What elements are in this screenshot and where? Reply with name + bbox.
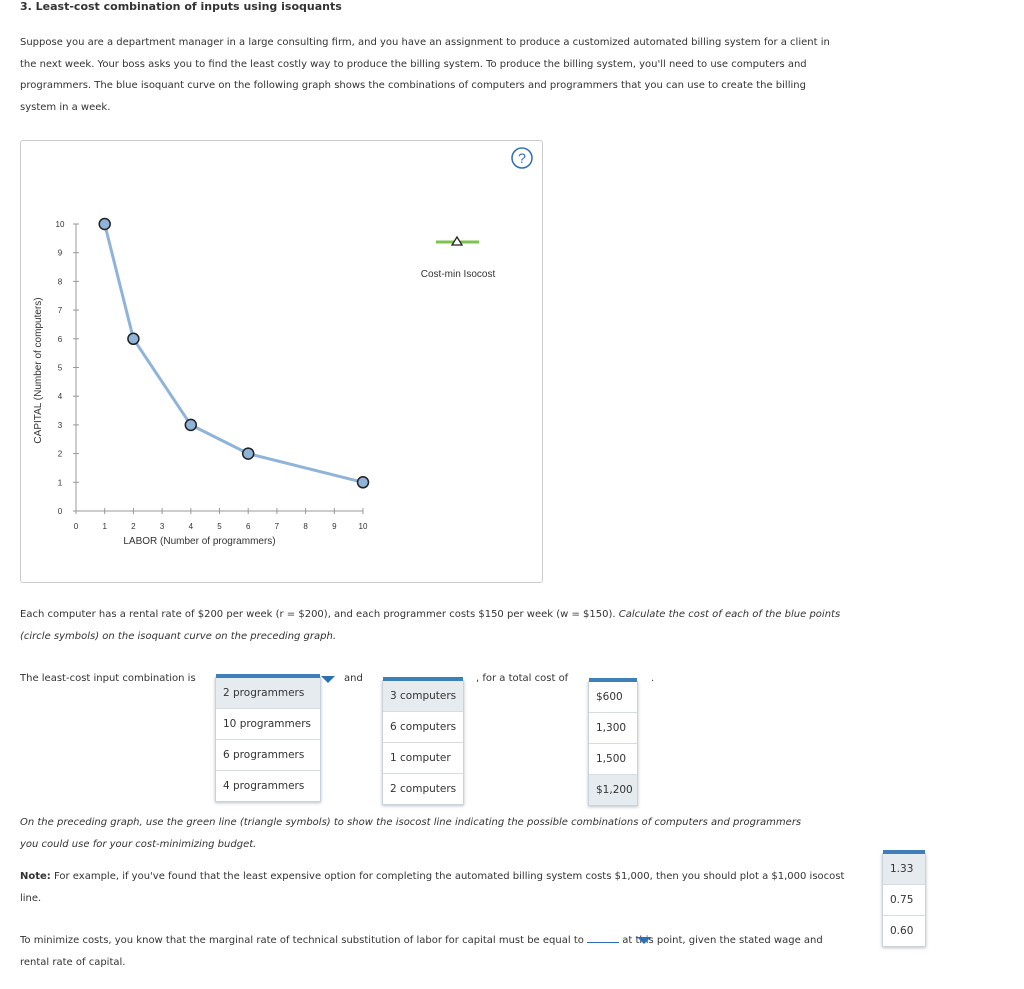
- option[interactable]: 2 computers: [390, 783, 457, 795]
- option[interactable]: 1.33: [883, 854, 925, 885]
- y-tick-label: 8: [58, 277, 63, 286]
- isoquant-point: [184, 418, 198, 432]
- isoquant-point: [127, 332, 140, 346]
- cost-dropdown[interactable]: $600 1,300 1,500 $1,200: [588, 678, 638, 806]
- x-tick-label: 8: [303, 522, 308, 531]
- costs-italic: Calculate the cost of each of the blue p…: [20, 609, 841, 642]
- q2-text: To minimize costs, you know that the mar…: [20, 930, 850, 973]
- heading: 3. Least-cost combination of inputs usin…: [20, 0, 342, 13]
- note: Note: For example, if you've found that …: [20, 866, 850, 909]
- note-label: Note:: [20, 871, 51, 882]
- labor-dropdown[interactable]: 2 programmers 10 programmers 6 programme…: [215, 674, 321, 802]
- q1-suffix: .: [651, 673, 655, 684]
- option[interactable]: 1,500: [589, 744, 637, 775]
- option[interactable]: 1,300: [589, 713, 637, 744]
- option[interactable]: 0.75: [883, 885, 925, 916]
- y-tick-label: 6: [58, 335, 63, 344]
- help-button[interactable]: [511, 147, 533, 169]
- mrts-dropdown[interactable]: 1.33 0.75 0.60: [882, 850, 926, 947]
- x-tick-label: 2: [131, 522, 136, 531]
- q2-prefix: To minimize costs, you know that the mar…: [20, 935, 584, 946]
- y-tick-label: 1: [58, 478, 63, 487]
- y-tick-label: 2: [58, 450, 63, 459]
- chart: ? 0 1 2 3 4 5 6 7 8 9 10 0 1 2 3 4 5 6 7 8 9 10 LABOR (Number …: [33, 147, 533, 547]
- x-tick-label: 4: [189, 522, 194, 531]
- y-tick-label: 4: [58, 392, 63, 401]
- dropdown-arrow[interactable]: [321, 676, 335, 683]
- x-tick-label: 0: [74, 522, 79, 531]
- y-tick-label: 3: [58, 421, 63, 430]
- option[interactable]: 6 computers: [383, 712, 463, 743]
- q2-blank[interactable]: [587, 932, 620, 943]
- x-tick-label: 7: [275, 522, 280, 531]
- y-tick-label: 0: [58, 507, 63, 516]
- intro: Suppose you are a department manager in …: [20, 37, 830, 113]
- option[interactable]: 10 programmers: [216, 709, 320, 740]
- option[interactable]: 2 programmers: [216, 678, 320, 709]
- x-tick-label: 3: [160, 522, 165, 531]
- tool-triangle: [450, 235, 464, 246]
- y-tick-label: 9: [58, 249, 63, 258]
- isoquant-point: [241, 447, 255, 460]
- x-tick-label: 5: [217, 522, 222, 531]
- graph-panel: ? 0 1 2 3 4 5 6 7 8 9 10 0 1 2 3 4 5 6 7 8 9 10 LABOR (Number …: [20, 140, 543, 583]
- q1-joiner: and: [344, 673, 363, 684]
- x-tick-label: 6: [246, 522, 251, 531]
- tool-label: Cost-min Isocost: [421, 269, 496, 280]
- q1-prefix: The least-cost input combination is: [20, 673, 196, 684]
- instruction: On the preceding graph, use the green li…: [20, 817, 802, 850]
- isoquant-point: [356, 476, 370, 489]
- isoquant-point: [98, 217, 111, 231]
- option[interactable]: $1,200: [589, 775, 637, 805]
- help-icon[interactable]: ?: [518, 150, 526, 166]
- q2-suffix: at this point, given the stated wage and…: [20, 935, 823, 968]
- x-tick-label: 9: [332, 522, 337, 531]
- costs-text: Each computer has a rental rate of $200 …: [20, 604, 845, 647]
- option[interactable]: 3 computers: [383, 681, 463, 712]
- y-tick-label: 10: [56, 220, 65, 229]
- y-axis-title: CAPITAL (Number of computers): [33, 297, 44, 443]
- capital-dropdown[interactable]: 3 computers 6 computers 1 computer 2 com…: [382, 677, 464, 805]
- costs-plain: Each computer has a rental rate of $200 …: [20, 609, 616, 620]
- note-text: For example, if you've found that the le…: [20, 871, 845, 904]
- option[interactable]: 1 computer: [383, 743, 463, 774]
- y-tick-label: 5: [58, 364, 63, 373]
- option[interactable]: $600: [589, 682, 637, 713]
- x-tick-label: 10: [359, 522, 368, 531]
- y-tick-label: 7: [58, 306, 63, 315]
- x-axis-title: LABOR (Number of programmers): [123, 536, 275, 547]
- option[interactable]: 6 programmers: [216, 740, 320, 771]
- dropdown-arrow[interactable]: [637, 937, 651, 944]
- option[interactable]: 0.60: [890, 925, 914, 937]
- option[interactable]: 4 programmers: [223, 780, 305, 792]
- q1-cost-prefix: , for a total cost of: [476, 673, 569, 684]
- isoquant-line: [103, 223, 364, 484]
- x-tick-label: 1: [102, 522, 107, 531]
